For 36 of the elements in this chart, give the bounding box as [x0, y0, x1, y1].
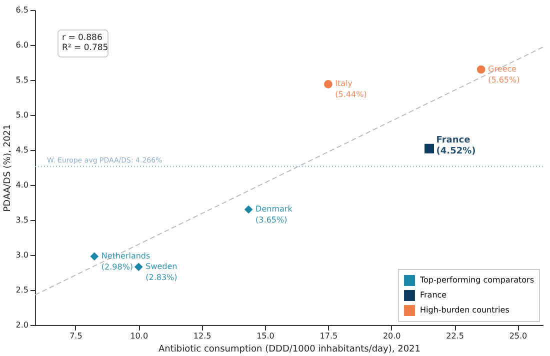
point: [244, 205, 253, 214]
y-tick-label: 3.5: [16, 216, 28, 224]
y-tick-label: 5.0: [16, 110, 28, 120]
annotation: r = 0.886: [62, 33, 102, 43]
y-tick-label: 2.0: [16, 320, 28, 330]
x-tick-label: 7.5: [70, 332, 82, 340]
x-tick-label: 10.0: [130, 332, 148, 340]
x-tick-label: 25.0: [509, 332, 528, 340]
legend-label: France: [420, 290, 447, 300]
x-tick-label: 17.5: [320, 332, 338, 340]
x-axis-title: Antibiotic consumption (DDD/1000 inhabitants/day), 2021: [158, 344, 421, 354]
y-tick-label: 5.5: [16, 76, 28, 84]
y-axis-title: PDAA/DS (%), 2021: [2, 124, 13, 212]
point: [134, 262, 143, 272]
annotation: Denmark (3.65%): [256, 204, 293, 224]
y-tick-label: 4.5: [16, 146, 28, 154]
legend-label: Top-performing comparators: [419, 276, 534, 284]
x-tick-label: 12.5: [193, 332, 212, 340]
y-tick-label: 2.5: [16, 286, 28, 294]
legend-label: High-burden countries: [420, 306, 510, 314]
annotation: Italy (5.44%): [335, 79, 367, 100]
annotation: France (4.52%): [436, 136, 476, 157]
annotation: Greece (5.65%): [488, 64, 520, 84]
point: [90, 252, 99, 261]
x-tick-label: 15.0: [256, 332, 274, 340]
point: [476, 65, 486, 74]
y-tick-label: 3.0: [16, 250, 28, 260]
y-tick-label: 6.0: [16, 40, 28, 50]
x-tick-label: 22.5: [446, 332, 464, 340]
annotation: Sweden (2.83%): [146, 262, 178, 282]
y-tick-label: 4.0: [16, 180, 28, 190]
point: [324, 80, 332, 88]
y-tick-label: 6.5: [16, 6, 28, 14]
x-tick-label: 20.0: [382, 332, 401, 340]
point: [424, 144, 434, 154]
annotation: R² = 0.785: [62, 43, 108, 53]
